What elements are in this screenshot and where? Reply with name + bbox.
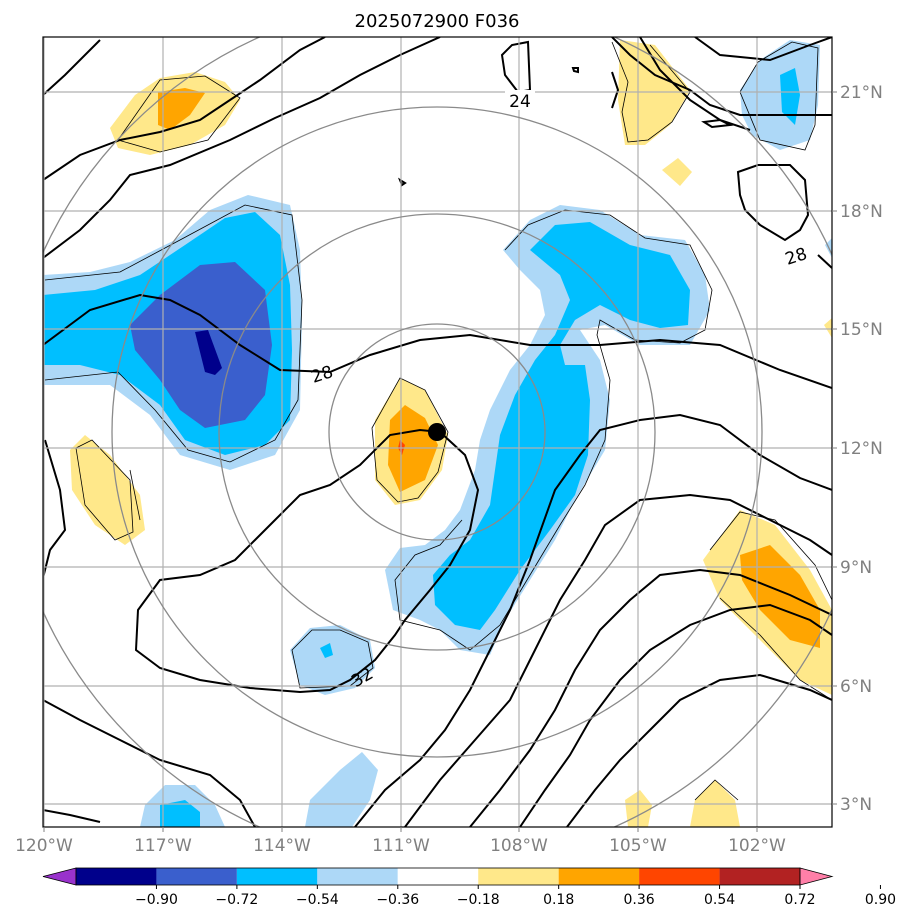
colorbar-tick-label: −0.90	[135, 892, 178, 908]
colorbar-extend-low	[42, 867, 77, 886]
colorbar-tick-label: 0.54	[704, 892, 735, 908]
figure-title: 2025072900 F036	[355, 11, 520, 32]
colorbar-segment	[76, 868, 157, 885]
colorbar-frame	[75, 867, 801, 886]
negative-anomaly-fills	[43, 40, 832, 827]
colorbar-tick-label: −0.72	[215, 892, 258, 908]
colorbar-tick-label: 0.18	[543, 892, 574, 908]
lat-label-21n: 21°N	[840, 83, 883, 103]
lon-label-108w: 108°W	[490, 836, 548, 856]
colorbar-tick-label: −0.54	[296, 892, 339, 908]
colorbar-segment	[236, 868, 318, 885]
lat-label-6n: 6°N	[840, 677, 872, 697]
longitude-axis: 120°W 117°W 114°W 111°W 108°W 105°W 102°…	[15, 827, 786, 856]
colorbar-segment	[317, 868, 398, 885]
lon-label-117w: 117°W	[134, 836, 192, 856]
lat-label-12n: 12°N	[840, 439, 883, 459]
colorbar-tick-label: 0.36	[624, 892, 655, 908]
lon-label-114w: 114°W	[253, 836, 311, 856]
colorbar-tick-label: −0.36	[376, 892, 419, 908]
thin-anomaly-contours	[44, 41, 832, 801]
thick-contours	[43, 37, 832, 827]
colorbar-tick-label: 0.72	[784, 892, 815, 908]
colorbar-segment	[156, 868, 237, 885]
map-area: 24 28 28 32	[43, 37, 832, 827]
lat-label-18n: 18°N	[840, 202, 883, 222]
contour-label-24: 24	[509, 92, 531, 112]
colorbar-segment	[639, 868, 720, 885]
range-rings	[43, 37, 832, 827]
colorbar-segment	[719, 868, 800, 885]
lon-label-105w: 105°W	[609, 836, 667, 856]
lon-label-102w: 102°W	[728, 836, 786, 856]
colorbar-tick-label: 0.90	[865, 892, 896, 908]
lon-label-120w: 120°W	[15, 836, 73, 856]
storm-center-marker	[428, 423, 446, 441]
lon-label-111w: 111°W	[372, 836, 430, 856]
colorbar-tick-label: −0.18	[457, 892, 500, 908]
colorbar-segment	[397, 868, 479, 885]
lat-label-15n: 15°N	[840, 320, 883, 340]
lat-label-3n: 3°N	[840, 795, 872, 815]
lat-label-9n: 9°N	[840, 558, 872, 578]
colorbar-extend-high	[799, 867, 834, 886]
map-frame	[42, 36, 833, 828]
colorbar: −0.90 −0.72 −0.54 −0.36 −0.18 0.18 0.36 0.54 0.7…	[42, 867, 896, 908]
latitude-axis: 21°N 18°N 15°N 12°N 9°N 6°N 3°N	[832, 83, 883, 815]
gridlines	[43, 37, 832, 827]
colorbar-segment	[478, 868, 559, 885]
colorbar-segment	[558, 868, 640, 885]
